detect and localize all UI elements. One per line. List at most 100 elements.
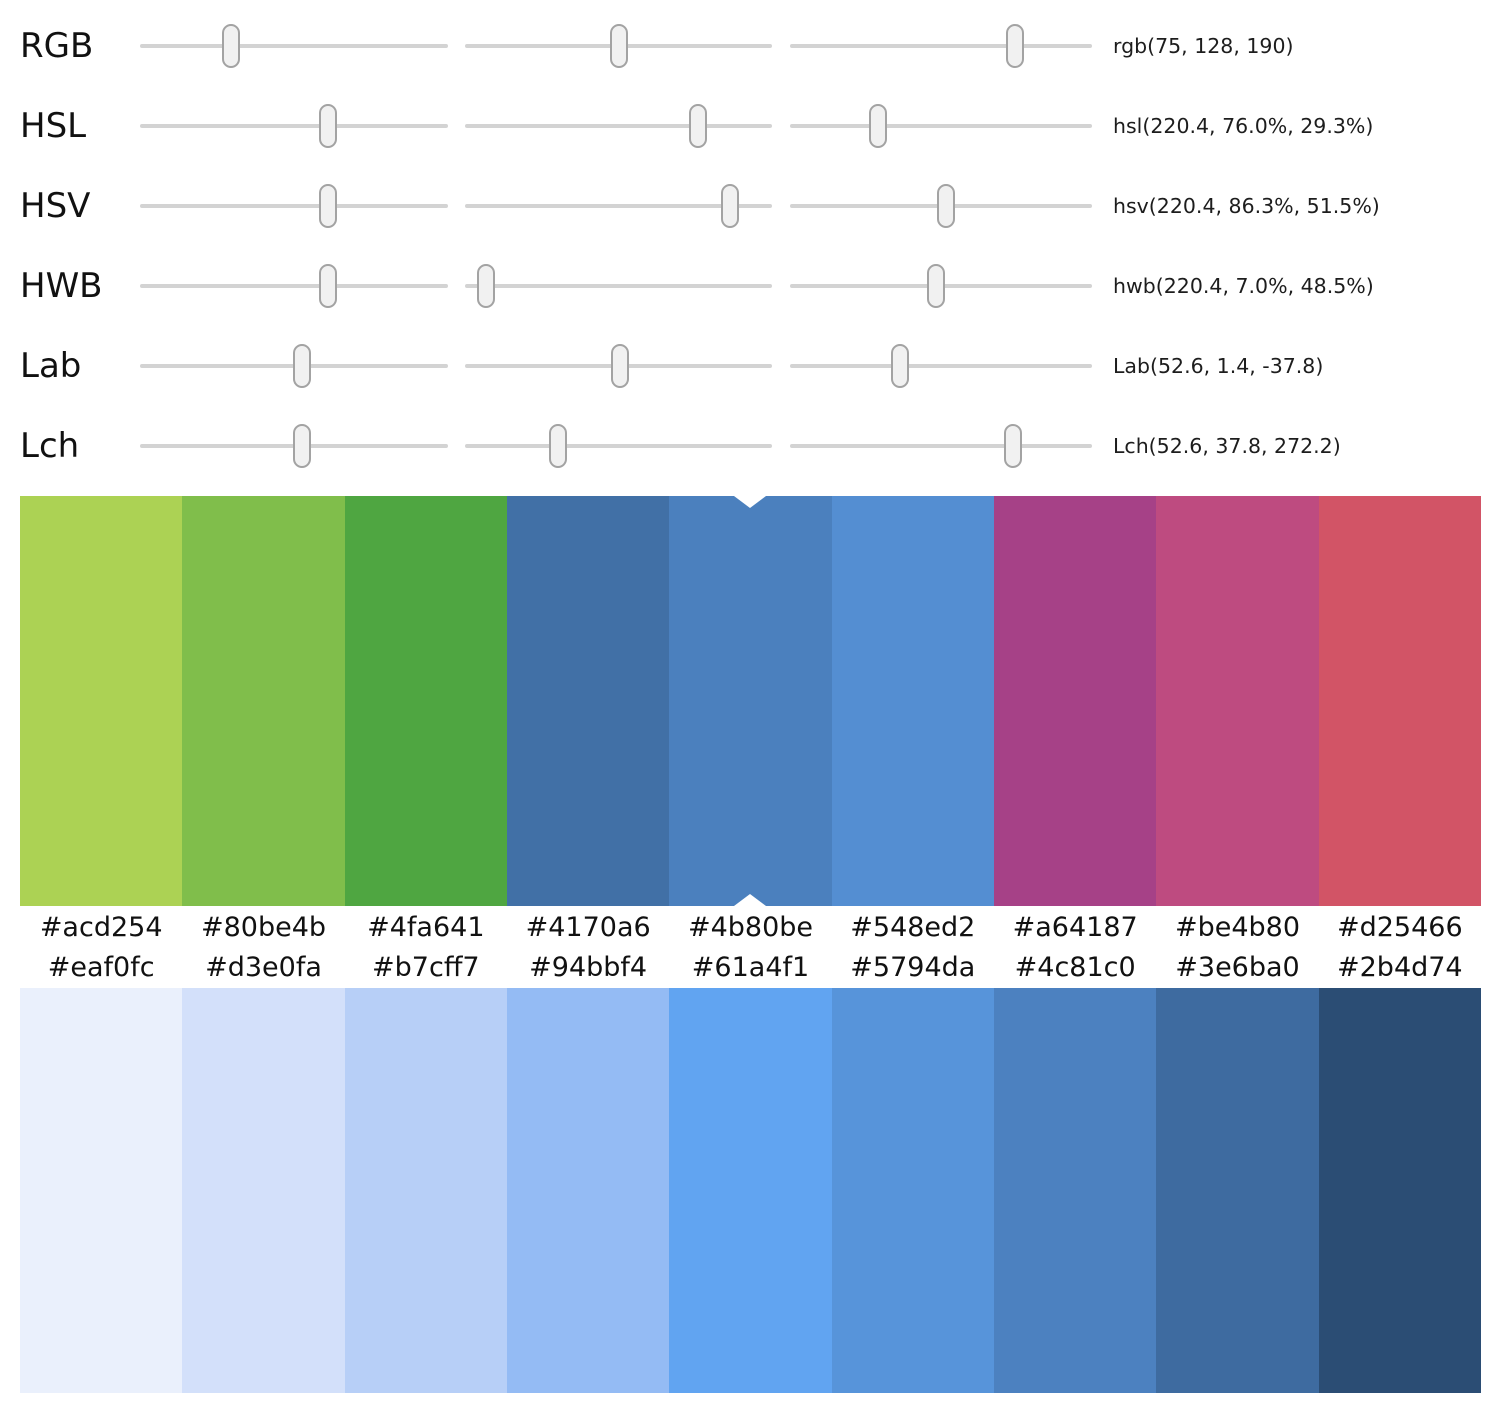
palette-swatch[interactable] (182, 496, 345, 906)
slider-thumb[interactable] (927, 264, 946, 308)
slider-row-lch: Lch Lch(52.6, 37.8, 272.2) (20, 406, 1501, 486)
palette-top-strip (20, 496, 1481, 906)
slider-channel-2 (465, 21, 772, 71)
slider-channel-3 (790, 341, 1092, 391)
slider-row-hsv: HSV hsv(220.4, 86.3%, 51.5%) (20, 166, 1501, 246)
slider-thumb[interactable] (1003, 424, 1022, 468)
slider-track[interactable] (140, 124, 448, 128)
swatch-hex-label: #4b80be (687, 912, 814, 943)
slider-thumb[interactable] (610, 24, 629, 68)
slider-track[interactable] (465, 204, 772, 208)
color-value-text: hsl(220.4, 76.0%, 29.3%) (1113, 114, 1374, 138)
slider-channel-2 (465, 181, 772, 231)
swatch-hex-label: #4170a6 (525, 912, 651, 943)
swatch-hex-label: #2b4d74 (1337, 952, 1463, 983)
slider-track[interactable] (790, 444, 1092, 448)
slider-channel-2 (465, 101, 772, 151)
slider-row-label: Lab (20, 346, 82, 386)
slider-channel-3 (790, 421, 1092, 471)
slider-channel-1 (140, 341, 448, 391)
slider-thumb[interactable] (720, 184, 739, 228)
palette-swatch[interactable] (669, 988, 832, 1393)
palette-swatch[interactable] (993, 496, 1157, 906)
slider-row-rgb: RGB rgb(75, 128, 190) (20, 6, 1501, 86)
swatch-hex-label: #4c81c0 (1014, 952, 1136, 983)
slider-track[interactable] (790, 44, 1092, 48)
selected-swatch-notch-top-icon (734, 496, 767, 508)
slider-thumb[interactable] (1005, 24, 1024, 68)
slider-channel-3 (790, 181, 1092, 231)
slider-thumb[interactable] (936, 184, 955, 228)
slider-row-label: Lch (20, 426, 80, 466)
color-value-text: rgb(75, 128, 190) (1113, 34, 1294, 58)
slider-thumb[interactable] (293, 344, 311, 388)
swatch-hex-label: #acd254 (39, 912, 163, 943)
slider-track[interactable] (140, 204, 448, 208)
swatch-hex-label: #a64187 (1012, 912, 1138, 943)
palette-swatch[interactable] (831, 988, 994, 1393)
swatch-hex-label: #3e6ba0 (1175, 952, 1300, 983)
slider-thumb[interactable] (890, 344, 909, 388)
slider-channel-1 (140, 101, 448, 151)
swatch-hex-label: #61a4f1 (691, 952, 810, 983)
slider-thumb[interactable] (319, 184, 338, 228)
swatch-hex-label: #eaf0fc (47, 952, 155, 983)
palette-swatch[interactable] (831, 496, 994, 906)
swatch-hex-label: #d3e0fa (205, 952, 322, 983)
palette-swatch[interactable] (344, 988, 507, 1393)
hex-label-row-bottom-strip: #eaf0fc #d3e0fa #b7cff7 #94bbf4 #61a4f1 #5794… (20, 948, 1481, 988)
slider-thumb[interactable] (869, 104, 888, 148)
slider-thumb[interactable] (319, 104, 338, 148)
slider-thumb[interactable] (477, 264, 496, 308)
palette-swatch[interactable] (20, 988, 183, 1393)
slider-track[interactable] (465, 284, 772, 288)
slider-channel-3 (790, 101, 1092, 151)
slider-thumb[interactable] (221, 24, 240, 68)
slider-thumb[interactable] (293, 424, 311, 468)
color-value-text: Lab(52.6, 1.4, -37.8) (1113, 354, 1324, 378)
slider-channel-2 (465, 421, 772, 471)
color-sliders-panel: RGB rgb(75, 128, 190) HSL hsl(220.4, 76.0%,… (0, 0, 1501, 486)
slider-row-label: HWB (20, 266, 103, 306)
slider-row-hsl: HSL hsl(220.4, 76.0%, 29.3%) (20, 86, 1501, 166)
swatch-hex-label: #be4b80 (1174, 912, 1301, 943)
swatch-hex-label: #80be4b (200, 912, 327, 943)
palette-swatch[interactable] (20, 496, 183, 906)
slider-thumb[interactable] (319, 264, 338, 308)
slider-row-label: HSL (20, 106, 87, 146)
palette-swatch[interactable] (993, 988, 1157, 1393)
palette-swatch[interactable] (182, 988, 345, 1393)
palette-swatch[interactable] (1156, 988, 1319, 1393)
slider-track[interactable] (465, 444, 772, 448)
palette-swatch[interactable] (669, 496, 832, 906)
slider-channel-1 (140, 181, 448, 231)
palette-swatch[interactable] (1156, 496, 1319, 906)
slider-channel-1 (140, 261, 448, 311)
selected-swatch-notch-bottom-icon (734, 894, 767, 906)
swatch-hex-label: #94bbf4 (529, 952, 648, 983)
slider-row-lab: Lab Lab(52.6, 1.4, -37.8) (20, 326, 1501, 406)
slider-channel-2 (465, 261, 772, 311)
slider-channel-3 (790, 21, 1092, 71)
slider-track[interactable] (790, 364, 1092, 368)
slider-row-hwb: HWB hwb(220.4, 7.0%, 48.5%) (20, 246, 1501, 326)
slider-thumb[interactable] (549, 424, 568, 468)
slider-thumb[interactable] (611, 344, 630, 388)
slider-thumb[interactable] (689, 104, 708, 148)
slider-channel-1 (140, 21, 448, 71)
swatch-hex-label: #548ed2 (850, 912, 976, 943)
swatch-hex-label: #d25466 (1336, 912, 1463, 943)
palette-swatch[interactable] (506, 496, 670, 906)
palette-swatch[interactable] (344, 496, 507, 906)
palette-swatch[interactable] (506, 988, 670, 1393)
slider-channel-3 (790, 261, 1092, 311)
palette-bottom-strip (20, 988, 1481, 1393)
slider-track[interactable] (465, 124, 772, 128)
palette-swatch[interactable] (1318, 988, 1481, 1393)
slider-track[interactable] (790, 124, 1092, 128)
swatch-hex-label: #4fa641 (367, 912, 485, 943)
slider-track[interactable] (140, 44, 448, 48)
slider-channel-2 (465, 341, 772, 391)
palette-swatch[interactable] (1318, 496, 1481, 906)
slider-track[interactable] (140, 284, 448, 288)
